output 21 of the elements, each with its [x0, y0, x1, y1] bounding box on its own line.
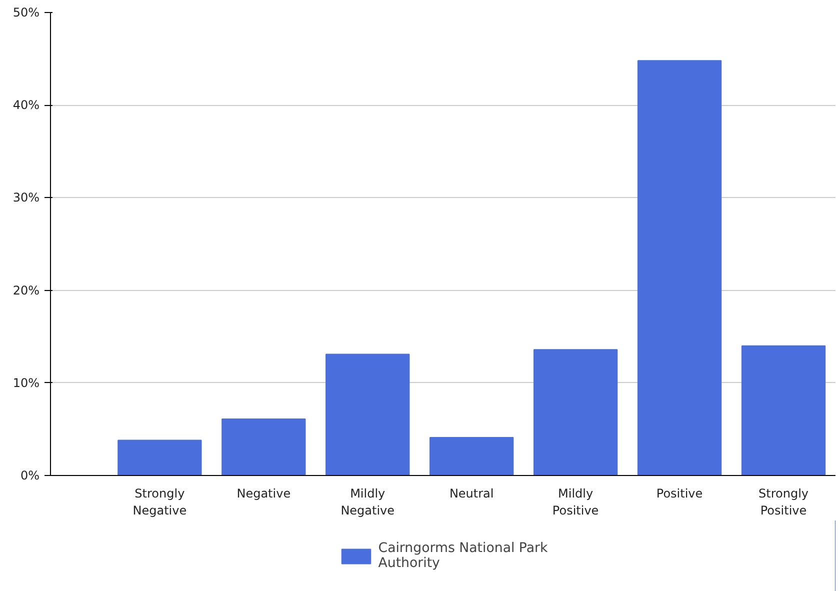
x-tick-label: Mildly Negative	[340, 486, 395, 518]
x-tick-label: Negative	[236, 486, 291, 500]
bar	[326, 354, 410, 476]
x-tick-label: Mildly Positive	[552, 486, 599, 518]
x-tick-label: Strongly Positive	[758, 486, 809, 518]
bar	[741, 345, 826, 476]
y-tick-label: 10%	[12, 376, 40, 390]
y-tick-label: 0%	[20, 468, 40, 482]
bar	[637, 60, 722, 476]
x-tick-label: Strongly Negative	[132, 486, 187, 518]
bar	[118, 440, 202, 476]
y-tick-label: 20%	[12, 283, 40, 298]
y-tick-label: 30%	[12, 190, 40, 205]
y-tick-label: 40%	[12, 98, 40, 112]
y-tick-label: 50%	[12, 6, 40, 20]
legend-label: Cairngorms National Park Authority	[378, 540, 548, 570]
x-tick-label: Positive	[656, 486, 703, 500]
bar	[222, 418, 306, 476]
x-tick-label: Neutral	[449, 486, 494, 500]
bar	[430, 437, 514, 476]
bar	[533, 349, 618, 476]
